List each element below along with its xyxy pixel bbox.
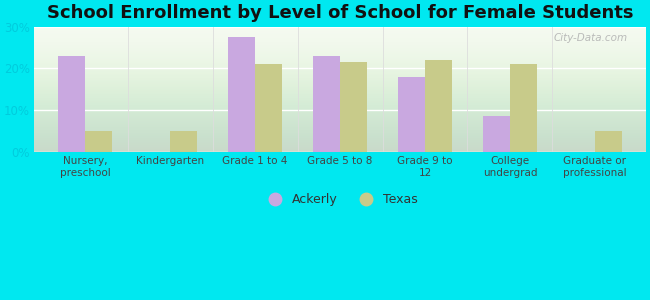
Bar — [170, 131, 198, 152]
Bar — [85, 131, 112, 152]
Legend: Ackerly, Texas: Ackerly, Texas — [257, 188, 423, 211]
Bar — [425, 60, 452, 152]
Text: City-Data.com: City-Data.com — [553, 33, 627, 43]
Bar — [255, 64, 282, 152]
Title: School Enrollment by Level of School for Female Students: School Enrollment by Level of School for… — [47, 4, 633, 22]
Bar — [228, 37, 255, 152]
Bar — [595, 131, 622, 152]
Bar — [510, 64, 537, 152]
Bar — [313, 56, 340, 152]
Bar — [58, 56, 85, 152]
Bar — [398, 77, 425, 152]
Bar — [340, 62, 367, 152]
Bar — [483, 116, 510, 152]
